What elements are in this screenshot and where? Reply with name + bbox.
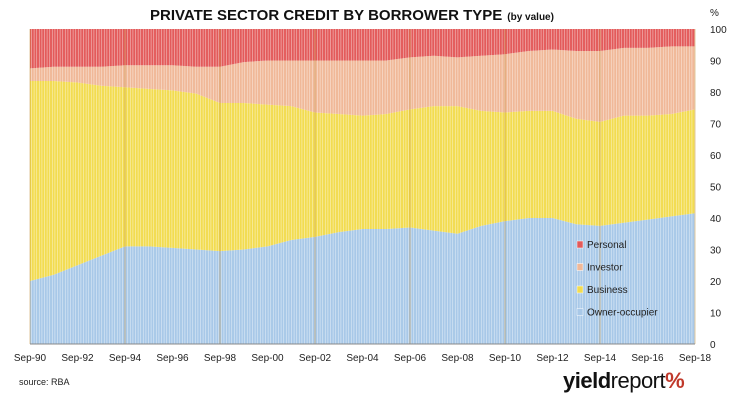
x-tick-label: Sep-90 xyxy=(14,353,47,364)
y-tick-label: 80 xyxy=(710,88,722,99)
x-tick-label: Sep-10 xyxy=(489,353,522,364)
x-tick-label: Sep-94 xyxy=(109,353,142,364)
x-tick-label: Sep-02 xyxy=(299,353,332,364)
legend: Personal Investor Business Owner-occupier xyxy=(576,240,658,319)
legend-swatch-investor xyxy=(576,263,584,271)
legend-swatch-personal xyxy=(576,240,584,249)
y-tick-label: 50 xyxy=(710,183,722,194)
y-tick-label: 10 xyxy=(710,309,722,320)
x-tick-label: Sep-00 xyxy=(251,353,284,364)
x-tick-label: Sep-06 xyxy=(394,353,427,364)
x-tick-label: Sep-08 xyxy=(441,353,474,364)
legend-swatch-business xyxy=(576,285,584,294)
legend-label-business: Business xyxy=(587,285,628,296)
y-axis-unit: % xyxy=(710,8,719,19)
legend-label-investor: Investor xyxy=(587,263,623,274)
legend-swatch-owner-occupier xyxy=(576,308,584,316)
y-tick-label: 40 xyxy=(710,214,722,225)
area-investor xyxy=(30,46,695,122)
y-tick-label: 70 xyxy=(710,120,722,131)
x-tick-label: Sep-92 xyxy=(61,353,94,364)
y-tick-label: 20 xyxy=(710,277,722,288)
hatch-overlay xyxy=(29,29,696,344)
x-tick-label: Sep-04 xyxy=(346,353,379,364)
chart-title: PRIVATE SECTOR CREDIT BY BORROWER TYPE (b… xyxy=(150,7,554,24)
chart-subtitle: (by value) xyxy=(507,12,554,23)
x-tick-label: Sep-16 xyxy=(631,353,664,364)
x-tick-label: Sep-14 xyxy=(584,353,617,364)
area-series xyxy=(30,29,695,344)
y-tick-label: 100 xyxy=(710,25,727,36)
x-tick-label: Sep-18 xyxy=(679,353,712,364)
source-note: source: RBA xyxy=(19,377,70,387)
x-tick-label: Sep-98 xyxy=(204,353,237,364)
y-tick-label: 90 xyxy=(710,57,722,68)
area-personal xyxy=(30,29,695,69)
y-axis: 0 10 20 30 40 50 60 70 80 90 100 xyxy=(710,25,727,351)
yieldreport-logo: yieldreport% xyxy=(563,368,685,393)
area-business xyxy=(30,80,695,281)
area-owner-occupier xyxy=(30,213,695,344)
x-tick-label: Sep-12 xyxy=(536,353,569,364)
y-tick-label: 60 xyxy=(710,151,722,162)
legend-label-personal: Personal xyxy=(587,240,626,251)
y-tick-label: 0 xyxy=(710,340,716,351)
legend-label-owner-occupier: Owner-occupier xyxy=(587,308,658,319)
x-axis: Sep-90 Sep-92 Sep-94 Sep-96 Sep-98 Sep-00 Sep-… xyxy=(14,343,712,364)
y-tick-label: 30 xyxy=(710,246,722,257)
x-tick-label: Sep-96 xyxy=(156,353,189,364)
